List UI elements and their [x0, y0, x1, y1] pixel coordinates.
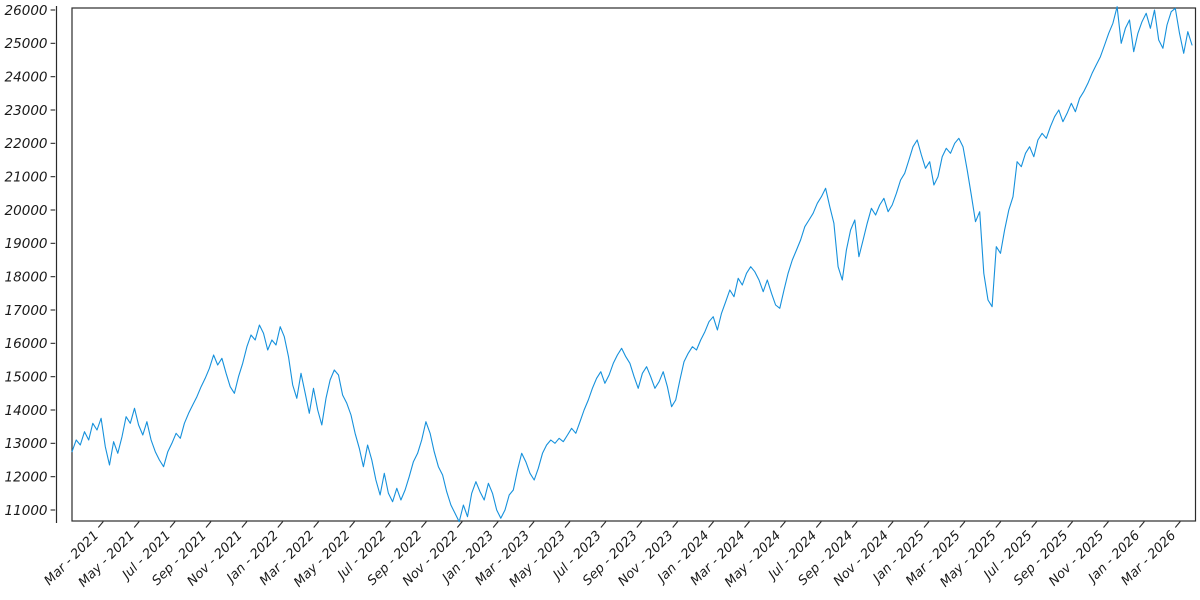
x-tick-mark — [1031, 521, 1038, 528]
y-tick-label: 26000 — [5, 3, 48, 19]
x-tick-mark — [456, 521, 463, 528]
x-tick-mark — [744, 521, 750, 528]
x-tick-mark — [1067, 521, 1074, 528]
y-tick-label: 12000 — [5, 469, 48, 485]
y-tick-label: 20000 — [5, 203, 48, 219]
x-tick-mark — [1174, 521, 1181, 528]
x-tick-mark — [636, 521, 643, 528]
x-tick-mark — [708, 521, 715, 528]
x-tick-mark — [277, 521, 284, 528]
y-tick-label: 25000 — [5, 36, 48, 52]
x-tick-mark — [385, 521, 391, 528]
x-tick-mark — [205, 521, 212, 528]
x-tick-mark — [1138, 521, 1145, 528]
x-tick-mark — [851, 521, 858, 528]
x-tick-mark — [815, 521, 822, 528]
x-tick-mark — [97, 521, 104, 528]
x-tick-mark — [564, 521, 571, 528]
x-tick-mark — [995, 521, 1002, 528]
y-tick-label: 22000 — [5, 136, 48, 152]
price-line — [71, 6, 1193, 523]
y-tick-label: 24000 — [5, 69, 48, 85]
x-tick-mark — [887, 521, 894, 528]
y-tick-label: 23000 — [5, 103, 48, 119]
x-tick-mark — [420, 521, 427, 528]
x-tick-mark — [133, 521, 140, 528]
y-tick-label: 21000 — [5, 169, 48, 185]
y-tick-label: 16000 — [5, 336, 48, 352]
plot-border — [71, 7, 1197, 522]
y-tick-label: 19000 — [5, 236, 48, 252]
x-tick-mark — [313, 521, 320, 528]
y-tick-label: 15000 — [5, 369, 48, 385]
x-tick-mark — [1103, 521, 1109, 528]
x-tick-mark — [528, 521, 535, 528]
x-tick-mark — [241, 521, 248, 528]
y-tick-label: 13000 — [5, 436, 48, 452]
x-tick-mark — [600, 521, 607, 528]
x-tick-mark — [492, 521, 499, 528]
x-tick-mark — [672, 521, 679, 528]
x-tick-mark — [779, 521, 786, 528]
x-tick-mark — [169, 521, 176, 528]
y-tick-label: 14000 — [5, 403, 48, 419]
x-tick-mark — [923, 521, 930, 528]
x-tick-mark — [349, 521, 356, 528]
y-tick-label: 11000 — [5, 503, 48, 519]
y-tick-label: 17000 — [5, 303, 48, 319]
y-tick-label: 18000 — [5, 269, 48, 285]
x-tick-mark — [959, 521, 966, 528]
